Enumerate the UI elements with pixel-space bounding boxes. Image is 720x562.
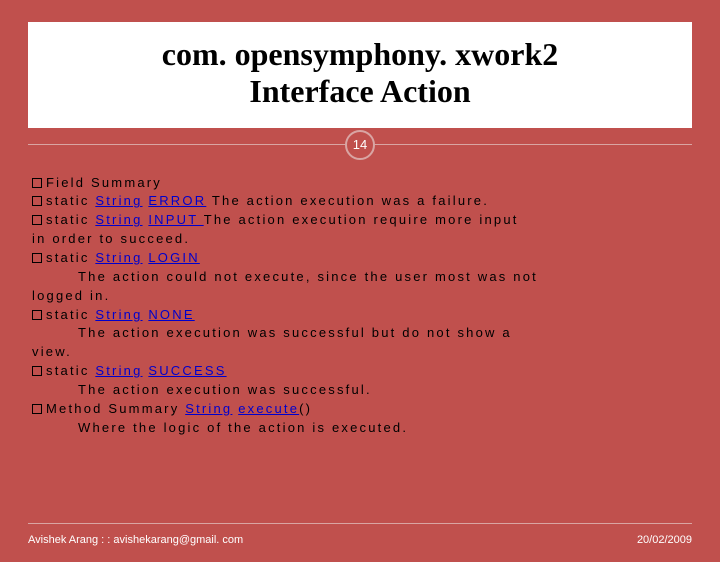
content-line: static String LOGIN [32, 249, 688, 268]
doc-link: INPUT [148, 212, 203, 227]
text-span: () [299, 401, 312, 416]
doc-link: NONE [148, 307, 194, 322]
footer-date: 20/02/2009 [637, 534, 692, 546]
square-bullet-icon [32, 404, 42, 414]
square-bullet-icon [32, 196, 42, 206]
square-bullet-icon [32, 215, 42, 225]
doc-link: LOGIN [148, 250, 199, 265]
text-span: The action execution was successful but … [78, 325, 512, 340]
text-span: logged in. [32, 288, 110, 303]
footer: Avishek Arang : : avishekarang@gmail. co… [28, 534, 692, 546]
text-span: static [46, 212, 95, 227]
square-bullet-icon [32, 253, 42, 263]
text-span: static [46, 250, 95, 265]
page-number-region: 14 [0, 126, 720, 166]
square-bullet-icon [32, 310, 42, 320]
text-span: Field Summary [46, 175, 162, 190]
content-line: view. [32, 343, 688, 362]
text-span: Method Summary [46, 401, 185, 416]
doc-link: SUCCESS [148, 363, 226, 378]
footer-author: Avishek Arang : : avishekarang@gmail. co… [28, 534, 243, 546]
content-line: static String ERROR The action execution… [32, 192, 688, 211]
text-span: The action could not execute, since the … [78, 269, 538, 284]
square-bullet-icon [32, 366, 42, 376]
text-span: Where the logic of the action is execute… [78, 420, 408, 435]
content-line: The action execution was successful but … [32, 324, 688, 343]
doc-link: ERROR [148, 193, 206, 208]
text-span: The action execution was a failure. [206, 193, 489, 208]
square-bullet-icon [32, 178, 42, 188]
doc-link: String [95, 363, 142, 378]
content-line: in order to succeed. [32, 230, 688, 249]
title-box: com. opensymphony. xwork2 Interface Acti… [28, 22, 692, 128]
doc-link: execute [238, 401, 299, 416]
doc-link: String [185, 401, 232, 416]
text-span: The action execution require more input [204, 212, 519, 227]
text-span: The action execution was successful. [78, 382, 372, 397]
content-line: logged in. [32, 287, 688, 306]
text-span: in order to succeed. [32, 231, 190, 246]
title-line-1: com. opensymphony. xwork2 [48, 36, 672, 73]
content-body: Field Summary static String ERROR The act… [32, 174, 688, 438]
doc-link: String [95, 193, 142, 208]
doc-link: String [95, 212, 142, 227]
text-span: static [46, 363, 95, 378]
page-number-circle: 14 [345, 130, 375, 160]
content-line: Method Summary String execute() [32, 400, 688, 419]
doc-link: String [95, 307, 142, 322]
content-line: static String SUCCESS [32, 362, 688, 381]
content-line: Field Summary [32, 174, 688, 193]
footer-divider [28, 523, 692, 524]
content-line: static String INPUT The action execution… [32, 211, 688, 230]
title-line-2: Interface Action [48, 73, 672, 110]
content-line: Where the logic of the action is execute… [32, 419, 688, 438]
text-span: static [46, 307, 95, 322]
text-span: static [46, 193, 95, 208]
doc-link: String [95, 250, 142, 265]
content-line: The action could not execute, since the … [32, 268, 688, 287]
content-line: The action execution was successful. [32, 381, 688, 400]
page-number: 14 [353, 137, 367, 152]
content-line: static String NONE [32, 306, 688, 325]
text-span: view. [32, 344, 72, 359]
